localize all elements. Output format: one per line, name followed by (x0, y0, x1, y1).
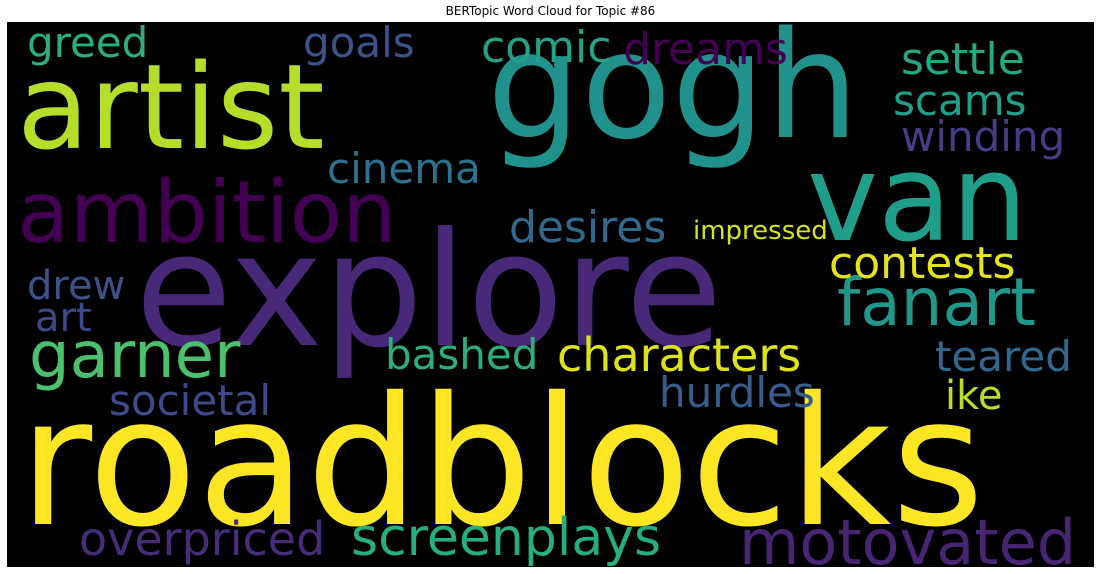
word-explore: explore (135, 199, 723, 383)
word-garner: garner (29, 319, 241, 393)
word-greed: greed (27, 22, 149, 67)
word-comic: comic (481, 22, 612, 73)
word-hurdles: hurdles (659, 368, 815, 417)
word-winding: winding (901, 112, 1066, 161)
word-scams: scams (893, 76, 1027, 125)
word-screenplays: screenplays (351, 508, 662, 567)
word-cloud: roadblocks explore gogh artist van ambition mo… (7, 22, 1094, 567)
word-art: art (35, 295, 92, 341)
word-fanart: fanart (837, 264, 1036, 341)
word-teared: teared (935, 332, 1072, 381)
word-drew: drew (27, 263, 126, 309)
word-gogh: gogh (487, 22, 860, 172)
word-societal: societal (109, 376, 272, 425)
word-dreams: dreams (623, 24, 788, 75)
word-contests: contests (829, 238, 1016, 289)
word-settle: settle (901, 34, 1025, 85)
word-desires: desires (509, 202, 667, 253)
word-roadblocks: roadblocks (19, 359, 985, 566)
word-van: van (807, 130, 1028, 269)
word-motovated: motovated (739, 506, 1077, 568)
word-characters: characters (557, 328, 802, 382)
word-bashed: bashed (385, 330, 539, 379)
word-ike: ike (945, 373, 1003, 419)
word-goals: goals (303, 22, 415, 67)
word-ambition: ambition (17, 163, 397, 263)
word-cinema: cinema (327, 144, 481, 193)
chart-title: BERTopic Word Cloud for Topic #86 (445, 4, 656, 18)
word-overpriced: overpriced (79, 512, 326, 566)
word-artist: artist (17, 38, 325, 176)
word-impressed: impressed (693, 216, 828, 246)
